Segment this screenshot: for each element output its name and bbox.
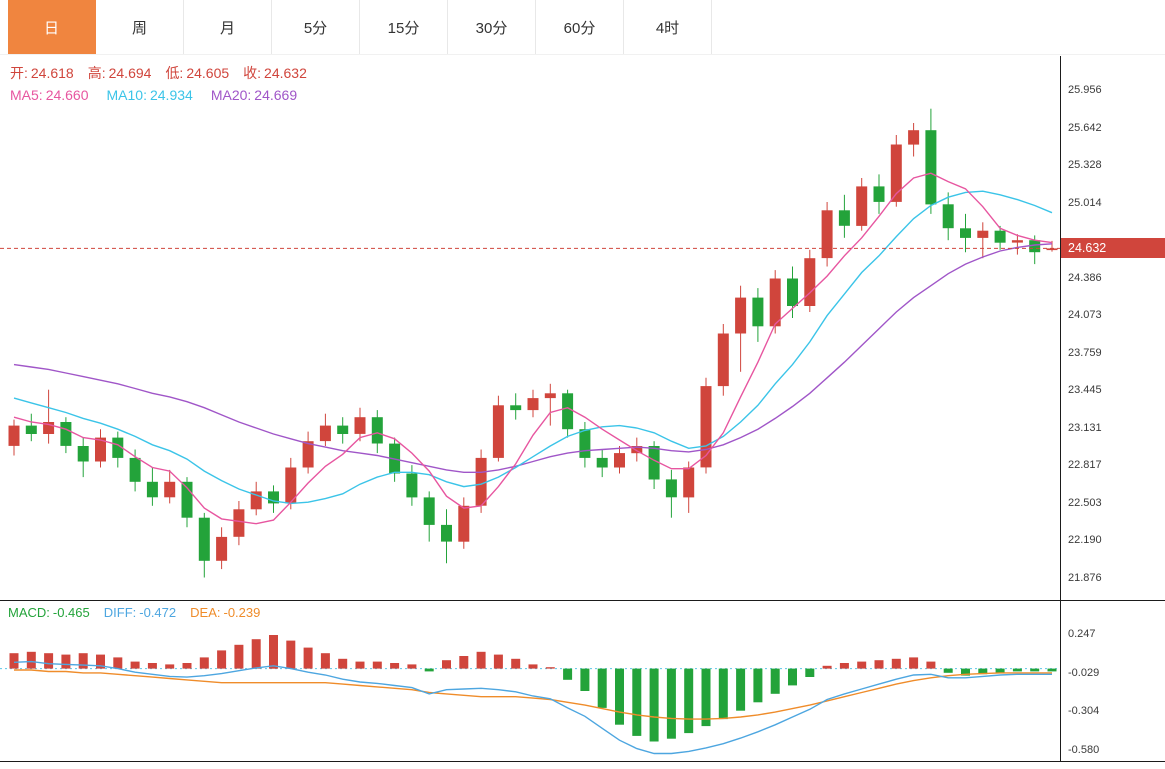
price-axis-label: 22.817 <box>1068 459 1102 471</box>
price-axis-label: 25.328 <box>1068 159 1102 171</box>
last-price-badge: 24.632 <box>1061 238 1165 258</box>
ma20-pair: MA20: 24.669 <box>211 87 297 103</box>
axis-divider <box>1060 56 1061 761</box>
open-label: 开: <box>10 65 28 81</box>
low-label: 低: <box>165 65 184 81</box>
macd-axis-label: -0.580 <box>1068 744 1100 756</box>
tab-5分[interactable]: 5分 <box>272 0 360 54</box>
ma-row: MA5: 24.660 MA10: 24.934 MA20: 24.669 <box>10 87 315 103</box>
macd-label: MACD: <box>8 605 50 620</box>
dea-pair: DEA: -0.239 <box>190 605 260 620</box>
price-axis-label: 25.642 <box>1068 122 1102 134</box>
price-axis-label: 24.386 <box>1068 272 1102 284</box>
price-axis-label: 23.759 <box>1068 347 1102 359</box>
ma10-value: 24.934 <box>149 87 193 103</box>
macd-value: -0.465 <box>52 605 90 620</box>
diff-pair: DIFF: -0.472 <box>104 605 176 620</box>
close-pair: 收: 24.632 <box>243 65 307 81</box>
ma5-pair: MA5: 24.660 <box>10 87 89 103</box>
tab-60分[interactable]: 60分 <box>536 0 624 54</box>
ma10-label: MA10: <box>106 87 147 103</box>
close-value: 24.632 <box>264 65 307 81</box>
macd-indicator-row: MACD: -0.465 DIFF: -0.472 DEA: -0.239 <box>8 605 274 620</box>
macd-pair: MACD: -0.465 <box>8 605 90 620</box>
ma10-pair: MA10: 24.934 <box>107 87 193 103</box>
tab-bar: 日周月 5分 15分 30分 60分 4时 <box>0 0 1165 55</box>
tab-月[interactable]: 月 <box>184 0 272 54</box>
diff-label: DIFF: <box>103 605 137 620</box>
macd-axis-label: -0.029 <box>1068 667 1100 679</box>
tab-周[interactable]: 周 <box>96 0 184 54</box>
diff-value: -0.472 <box>139 605 177 620</box>
candlestick-chart[interactable] <box>0 56 1060 601</box>
low-pair: 低: 24.605 <box>165 65 229 81</box>
ma20-label: MA20: <box>210 87 252 103</box>
high-pair: 高: 24.694 <box>88 65 152 81</box>
price-axis-label: 22.503 <box>1068 497 1102 509</box>
price-axis-label: 23.131 <box>1068 422 1102 434</box>
tab-30分[interactable]: 30分 <box>448 0 536 54</box>
tab-15分[interactable]: 15分 <box>360 0 448 54</box>
tab-4时[interactable]: 4时 <box>624 0 712 54</box>
tab-日[interactable]: 日 <box>8 0 96 54</box>
ma5-label: MA5: <box>10 87 43 103</box>
price-axis-label: 25.014 <box>1068 197 1102 209</box>
ma5-value: 24.660 <box>45 87 89 103</box>
price-axis-label: 25.956 <box>1068 84 1102 96</box>
panel-divider <box>0 600 1165 601</box>
price-axis-label: 24.073 <box>1068 309 1102 321</box>
bottom-border <box>0 761 1165 762</box>
open-value: 24.618 <box>30 65 74 81</box>
ma20-value: 24.669 <box>254 87 298 103</box>
price-axis-label: 23.445 <box>1068 384 1102 396</box>
dea-label: DEA: <box>190 605 221 620</box>
price-axis-label: 21.876 <box>1068 572 1102 584</box>
close-label: 收: <box>243 65 262 81</box>
open-pair: 开: 24.618 <box>10 65 74 81</box>
dea-value: -0.239 <box>223 605 261 620</box>
high-value: 24.694 <box>108 65 152 81</box>
macd-axis-label: -0.304 <box>1068 705 1100 717</box>
high-label: 高: <box>87 65 106 81</box>
price-axis-label: 22.190 <box>1068 534 1102 546</box>
low-value: 24.605 <box>186 65 230 81</box>
macd-chart[interactable] <box>0 601 1060 761</box>
ohlc-row: 开: 24.618 高: 24.694 低: 24.605 收: 24.632 <box>10 63 321 83</box>
macd-axis-label: 0.247 <box>1068 628 1096 640</box>
